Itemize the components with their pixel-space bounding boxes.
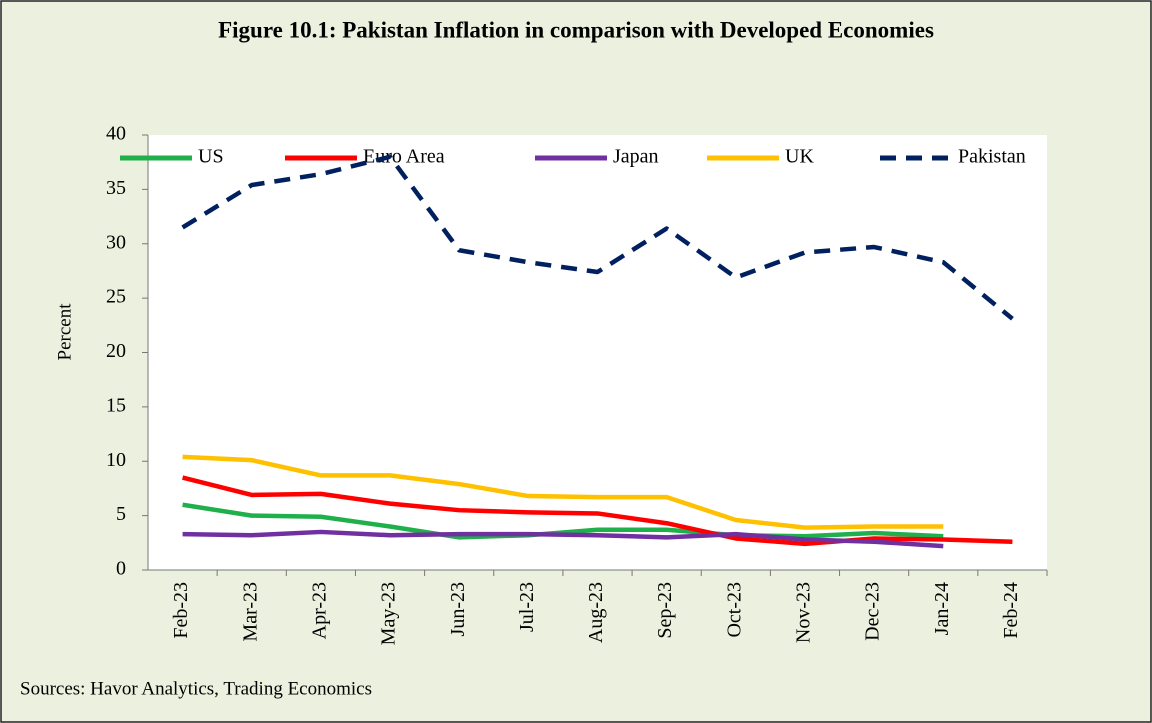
legend-label: Pakistan	[958, 146, 1026, 168]
y-tick-label: 10	[106, 449, 126, 471]
source: Sources: Havor Analytics, Trading Econom…	[20, 678, 372, 699]
x-tick-label: Jul-23	[516, 582, 538, 632]
x-tick-label: Nov-23	[793, 582, 815, 643]
x-tick-label: Feb-23	[170, 582, 192, 639]
y-tick-label: 20	[106, 340, 126, 362]
x-tick-label: Mar-23	[239, 582, 261, 642]
y-tick-label: 25	[106, 286, 126, 308]
chart-title: Figure 10.1: Pakistan Inflation in compa…	[218, 17, 934, 42]
plot-area	[148, 135, 1047, 570]
series-line	[182, 475, 1013, 547]
legend-label: UK	[785, 146, 814, 168]
y-tick-label: 5	[116, 503, 126, 525]
y-tick-label: 0	[116, 558, 126, 580]
x-tick-label: Feb-24	[1000, 582, 1022, 639]
x-tick-label: Oct-23	[723, 582, 745, 638]
y-tick-label: 30	[106, 231, 126, 253]
x-tick-label: Jun-23	[447, 582, 469, 636]
y-tick-label: 15	[106, 394, 126, 416]
x-tick-label: Jan-24	[931, 582, 953, 635]
legend-label: Japan	[613, 146, 659, 168]
legend-label: US	[198, 146, 224, 168]
series-line	[182, 454, 944, 530]
series-line	[181, 154, 1014, 321]
y-tick-label: 35	[106, 177, 126, 199]
x-tick-label: Apr-23	[308, 582, 330, 639]
x-tick-label: Aug-23	[585, 582, 607, 643]
x-tick-label: Dec-23	[862, 582, 884, 641]
x-tick-label: Sep-23	[654, 582, 676, 639]
legend-label: Euro Area	[363, 146, 445, 168]
y-tick-label: 40	[106, 123, 126, 145]
y-axis-label: Percent	[54, 303, 75, 361]
series-line	[182, 529, 944, 549]
x-tick-label: May-23	[378, 582, 400, 645]
